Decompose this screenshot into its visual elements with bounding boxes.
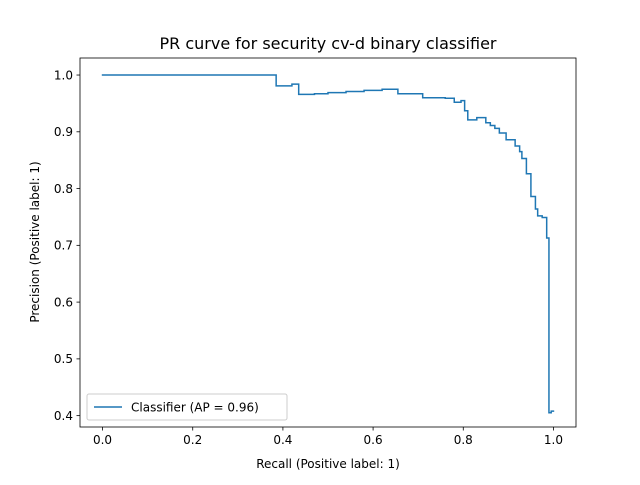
x-axis-label: Recall (Positive label: 1) <box>256 457 400 471</box>
y-tick-label: 1.0 <box>54 68 73 82</box>
axes-layer: 0.0 0.2 0.4 0.6 0.8 1.0 0.4 0.5 0.6 0.7 0.8 0.9 1.0 <box>54 57 577 447</box>
legend-box <box>86 393 288 421</box>
legend-label: Classifier (AP = 0.96) <box>131 401 259 415</box>
x-tick-label: 0.0 <box>93 433 112 447</box>
x-tick-label: 0.6 <box>364 433 383 447</box>
legend: Classifier (AP = 0.96) <box>86 393 288 421</box>
y-tick-label: 0.4 <box>54 409 73 423</box>
chart-title: PR curve for security cv-d binary classi… <box>159 34 496 53</box>
x-tick-label: 1.0 <box>544 433 563 447</box>
series-layer <box>101 74 555 414</box>
y-tick-label: 0.8 <box>54 182 73 196</box>
plot-frame <box>79 57 577 428</box>
pr-curve-line-0 <box>101 74 555 414</box>
y-tick-label: 0.9 <box>54 125 73 139</box>
y-axis-label: Precision (Positive label: 1) <box>28 161 42 322</box>
x-tick-label: 0.4 <box>273 433 292 447</box>
y-tick-label: 0.7 <box>54 239 73 253</box>
y-tick-label: 0.5 <box>54 352 73 366</box>
y-tick-label: 0.6 <box>54 295 73 309</box>
x-tick-label: 0.2 <box>183 433 202 447</box>
x-tick-label: 0.8 <box>454 433 473 447</box>
